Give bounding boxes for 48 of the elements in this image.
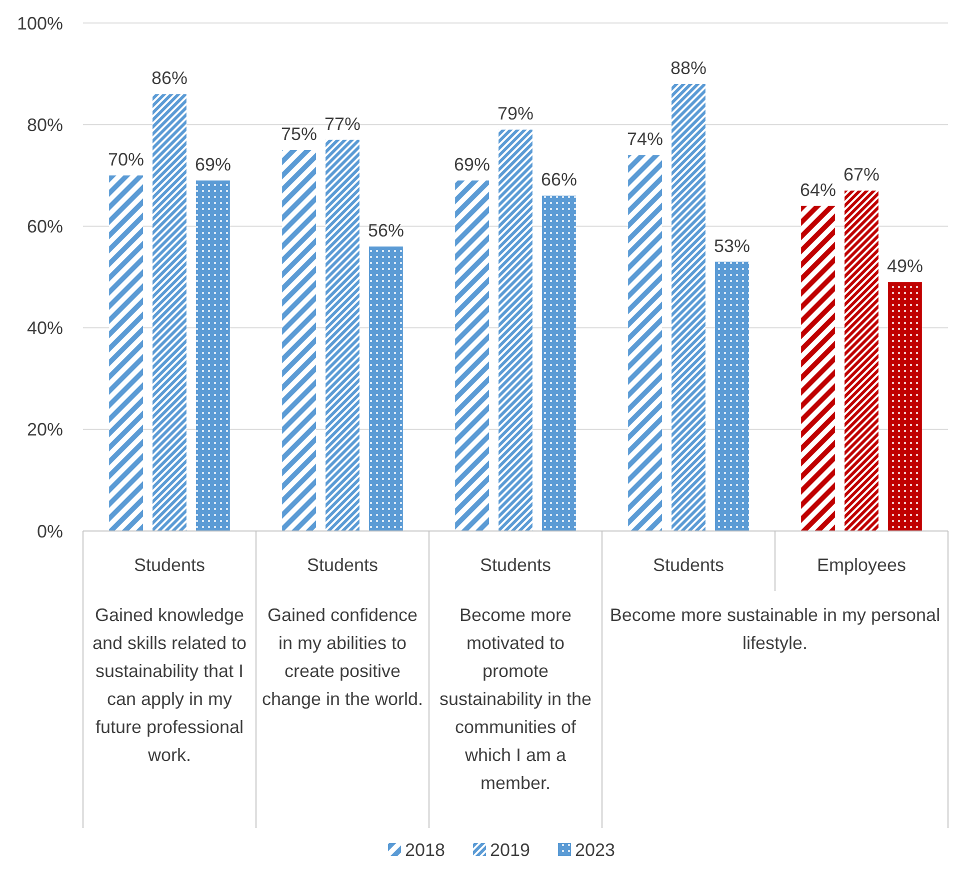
data-label: 79% [497, 104, 534, 124]
y-tick-label: 40% [26, 318, 63, 338]
data-label: 49% [886, 256, 923, 276]
bar [844, 190, 878, 531]
data-label: 69% [454, 154, 490, 174]
x-tick-label: Students [134, 555, 206, 575]
bar [455, 180, 489, 531]
x-tick-label: Employees [816, 555, 906, 575]
text: Become more sustainable in my personal lifestyle. [608, 604, 942, 655]
bar [888, 282, 922, 531]
bar [715, 262, 749, 531]
y-tick-label: 20% [26, 420, 63, 440]
y-tick-label: 0% [36, 521, 63, 542]
bar [498, 130, 532, 531]
data-label: 53% [714, 236, 750, 256]
data-label: 86% [151, 68, 188, 88]
legend-label: 2018 [405, 840, 446, 860]
bar [282, 150, 316, 531]
data-label: 75% [281, 124, 318, 144]
x-tick-label: Students [480, 555, 552, 575]
bar [369, 246, 403, 531]
bar [628, 155, 662, 531]
data-label: 64% [800, 180, 836, 200]
bar [672, 84, 706, 531]
x-tick-label: Students [652, 555, 724, 575]
data-label: 56% [368, 220, 404, 241]
bar [109, 175, 143, 531]
data-label: 74% [627, 129, 664, 150]
y-tick-label: 100% [16, 13, 63, 34]
bar [152, 94, 186, 531]
text: Become more motivated to promote sustainability in the communities of which I am a member. [438, 604, 593, 795]
bar [801, 206, 835, 531]
text: Gained knowledge and skills related to sustainability that I can apply in my future professional work. [91, 604, 248, 767]
legend-label: 2023 [575, 840, 616, 860]
legend-label: 2019 [490, 840, 530, 860]
bar [326, 140, 360, 531]
data-label: 77% [324, 114, 361, 134]
data-label: 66% [540, 170, 577, 190]
data-label: 70% [108, 149, 144, 170]
y-tick-label: 60% [26, 216, 63, 236]
text: Gained confidence in my abilities to create positive change in the world. [260, 604, 424, 711]
x-tick-label: Students [306, 555, 378, 575]
data-label: 69% [194, 154, 231, 174]
data-label: 67% [843, 164, 880, 185]
data-label: 88% [670, 58, 707, 78]
y-tick-label: 80% [26, 114, 63, 135]
bar [542, 196, 576, 531]
bar [196, 180, 230, 531]
